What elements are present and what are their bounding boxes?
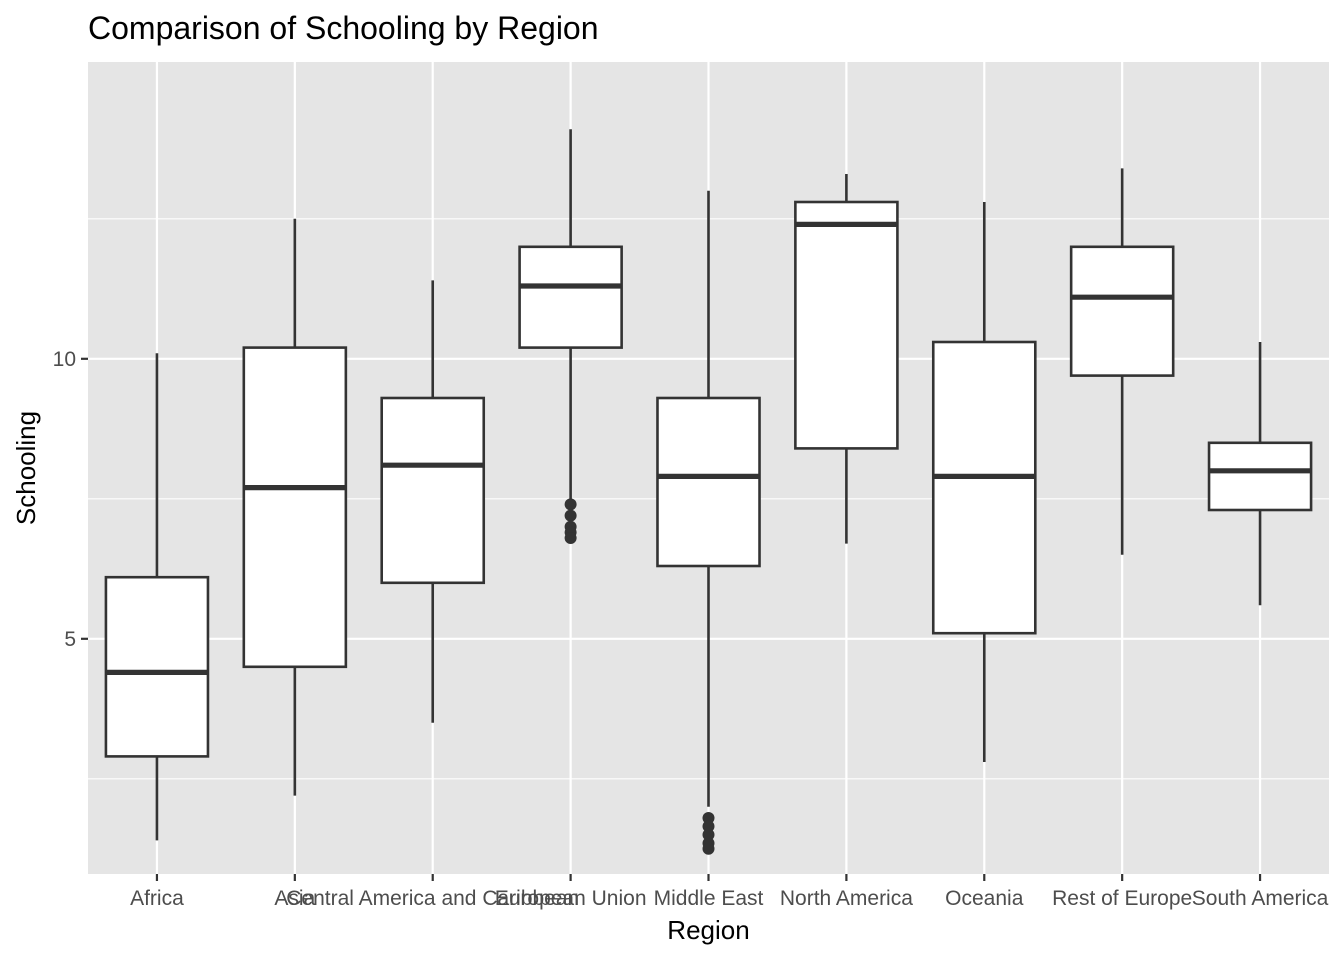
x-tick-label: Oceania bbox=[945, 887, 1024, 910]
x-tick-label: Middle East bbox=[654, 887, 764, 910]
box-european-union bbox=[518, 129, 623, 544]
x-tick-label: Rest of Europe bbox=[1052, 887, 1192, 910]
box-body bbox=[656, 396, 761, 568]
box-body bbox=[1069, 245, 1175, 377]
box-north-america bbox=[794, 174, 899, 544]
box-body bbox=[1207, 441, 1313, 512]
box-body bbox=[794, 200, 899, 450]
outlier-point bbox=[702, 828, 715, 841]
x-tick-label: Africa bbox=[130, 887, 184, 910]
box-middle-east bbox=[656, 190, 761, 855]
box-series bbox=[104, 129, 1313, 855]
box-south-america bbox=[1207, 342, 1313, 606]
box-body bbox=[104, 575, 210, 758]
x-tick-label: Central America and Caribbean bbox=[286, 887, 579, 910]
outlier-point bbox=[702, 842, 715, 855]
outlier-point bbox=[702, 820, 715, 833]
chart-title: Comparison of Schooling by Region bbox=[88, 10, 599, 46]
box-oceania bbox=[931, 202, 1037, 762]
box-body bbox=[380, 396, 486, 585]
x-tick-label: European Union bbox=[495, 887, 647, 910]
box-central-america-and-caribbean bbox=[380, 280, 486, 723]
box-body bbox=[931, 340, 1037, 635]
box-asia bbox=[242, 218, 348, 796]
x-axis-title: Region bbox=[667, 915, 749, 945]
box-africa bbox=[104, 353, 210, 841]
outlier-point bbox=[702, 812, 715, 824]
x-tick-label: North America bbox=[780, 887, 913, 910]
outlier-point bbox=[564, 509, 577, 522]
outlier-point bbox=[564, 532, 577, 544]
y-tick-label: 10 bbox=[53, 348, 76, 371]
x-tick-label: South America bbox=[1192, 887, 1329, 910]
y-axis-title: Schooling bbox=[11, 411, 41, 525]
box-body bbox=[518, 245, 623, 349]
box-body bbox=[242, 346, 348, 669]
y-tick-label: 5 bbox=[64, 628, 76, 651]
box-rest-of-europe bbox=[1069, 168, 1175, 555]
x-tick-label: Asia bbox=[274, 887, 315, 910]
outlier-point bbox=[564, 498, 577, 511]
